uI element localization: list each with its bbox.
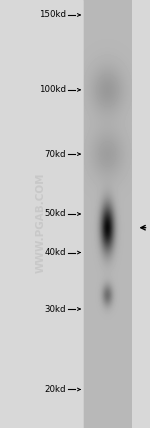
Text: 20kd: 20kd (45, 385, 66, 394)
Text: 150kd: 150kd (39, 10, 66, 20)
Text: 40kd: 40kd (45, 248, 66, 257)
Text: 100kd: 100kd (39, 85, 66, 95)
Text: WWW.PGAB.COM: WWW.PGAB.COM (36, 172, 45, 273)
Text: 30kd: 30kd (45, 304, 66, 314)
Text: 70kd: 70kd (45, 149, 66, 159)
Text: 50kd: 50kd (45, 209, 66, 219)
